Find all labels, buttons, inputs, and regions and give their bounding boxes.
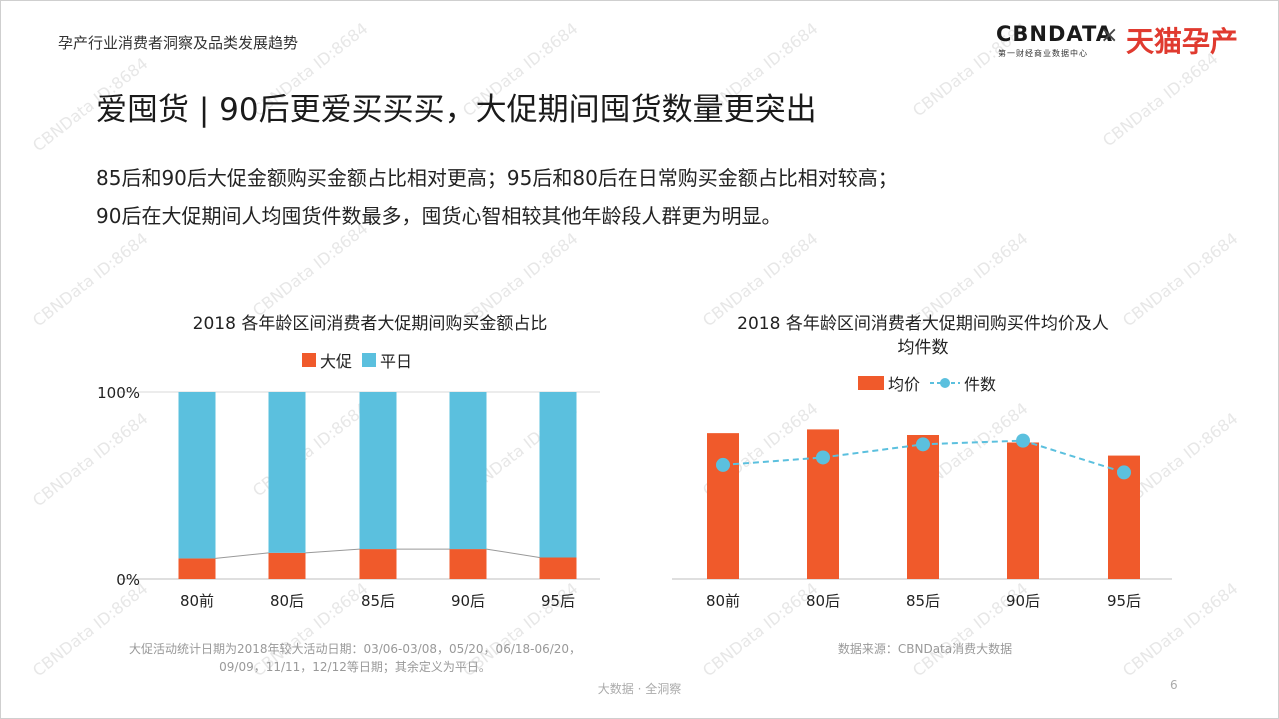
- chart1-bar-daily: [268, 392, 306, 553]
- chart1-ytick-label: 0%: [116, 571, 140, 589]
- footnote-left-line1: 大促活动统计日期为2018年较大活动日期：03/06-03/08，05/20，0…: [128, 642, 582, 656]
- chart1-category-label: 95后: [541, 592, 575, 610]
- chart2-count-point: [1016, 433, 1030, 448]
- chart2-bar-price: [707, 433, 739, 579]
- chart2-legend: 均价 件数: [858, 371, 1006, 395]
- footnote-left-line2: 09/09，11/11，12/12等日期；其余定义为平日。: [219, 660, 491, 674]
- chart1-legend-item-daily: 平日: [362, 348, 412, 372]
- tmall-logo: 天猫孕产: [1126, 25, 1239, 58]
- legend-label: 大促: [320, 352, 353, 371]
- chart1-bar-promo: [359, 549, 397, 579]
- legend-swatch: [362, 353, 377, 367]
- chart1-series-connector: [215, 552, 269, 559]
- chart2-category-label: 80前: [706, 592, 740, 610]
- footer-text: 大数据 · 全洞察: [597, 682, 682, 696]
- chart2-bar-price: [907, 435, 939, 579]
- chart1-ytick-label: 100%: [97, 384, 140, 402]
- chart2-title-line2: 均件数: [897, 338, 949, 358]
- chart1-bar-daily: [359, 392, 397, 550]
- chart2-legend-item-price: 均价: [858, 371, 920, 395]
- chart1-category-label: 80后: [270, 592, 304, 610]
- legend-line-marker-icon: [930, 378, 961, 388]
- chart1-bar-daily: [178, 392, 216, 559]
- chart2-count-point: [716, 457, 730, 472]
- chart2-category-label: 85后: [906, 592, 940, 610]
- chart1-bar-promo: [449, 549, 487, 579]
- chart2-count-point: [1117, 465, 1131, 480]
- times-icon: ×: [1100, 23, 1119, 48]
- legend-swatch: [858, 376, 884, 390]
- cbndata-logo-subtitle: 第一财经商业数据中心: [998, 49, 1088, 58]
- chart1-bar-promo: [268, 552, 306, 579]
- chart1-bar-promo: [539, 557, 577, 579]
- chart2-count-point: [916, 437, 930, 452]
- page-number: 6: [1170, 678, 1178, 692]
- description-line-2: 90后在大促期间人均囤货件数最多，囤货心智相较其他年龄段人群更为明显。: [96, 204, 782, 228]
- chart1-category-label: 80前: [180, 592, 214, 610]
- legend-label: 平日: [380, 352, 413, 371]
- chart1-title: 2018 各年龄区间消费者大促期间购买金额占比: [192, 314, 548, 334]
- chart1-bar-daily: [449, 392, 487, 550]
- chart2-count-point: [816, 450, 830, 465]
- chart2-category-label: 90后: [1006, 592, 1040, 610]
- page-title: 爱囤货 | 90后更爱买买买，大促期间囤货数量更突出: [96, 92, 817, 128]
- chart2-title: 2018 各年龄区间消费者大促期间购买件均价及人 均件数: [680, 312, 1166, 360]
- logo-group: CBNDATA 第一财经商业数据中心 × 天猫孕产: [996, 22, 1258, 62]
- chart1-category-label: 85后: [361, 592, 395, 610]
- footnote-source: 数据来源：CBNData消费大数据: [837, 642, 1013, 656]
- chart2-legend-item-count: 件数: [930, 371, 996, 395]
- chart2-category-label: 95后: [1107, 592, 1141, 610]
- footnote-left: 大促活动统计日期为2018年较大活动日期：03/06-03/08，05/20，0…: [90, 640, 620, 676]
- chart2-title-line1: 2018 各年龄区间消费者大促期间购买件均价及人: [737, 314, 1109, 334]
- chart1-bar-promo: [178, 558, 216, 579]
- legend-label: 件数: [964, 375, 997, 394]
- chart1-legend: 大促 平日: [302, 348, 422, 372]
- chart1-series-connector: [486, 548, 540, 558]
- cbndata-logo: CBNDATA: [996, 22, 1113, 46]
- chart2-category-label: 80后: [806, 592, 840, 610]
- chart2-bar-price: [1007, 442, 1039, 579]
- chart1-series-connector: [305, 548, 360, 554]
- chart1-category-label: 90后: [451, 592, 485, 610]
- report-title: 孕产行业消费者洞察及品类发展趋势: [58, 34, 299, 52]
- chart1-bar-daily: [539, 392, 577, 558]
- chart1-legend-item-promo: 大促: [302, 348, 352, 372]
- description-line-1: 85后和90后大促金额购买金额占比相对更高；95后和80后在日常购买金额占比相对…: [96, 166, 898, 190]
- legend-label: 均价: [888, 375, 921, 394]
- legend-swatch: [302, 353, 316, 367]
